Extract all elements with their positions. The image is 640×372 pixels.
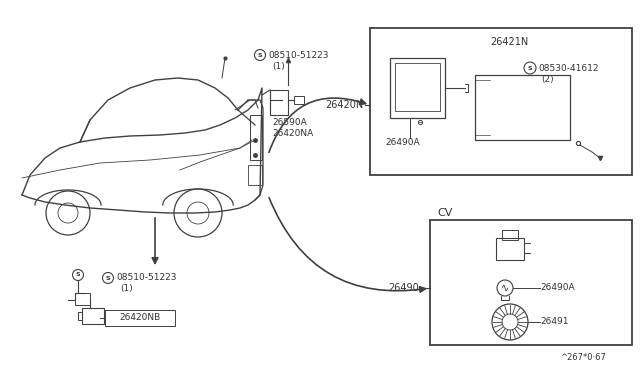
Bar — [294, 96, 304, 104]
Bar — [475, 75, 570, 140]
Bar — [390, 58, 445, 118]
Bar — [270, 90, 288, 115]
Text: 26590A: 26590A — [272, 118, 307, 126]
Text: CV: CV — [437, 208, 452, 218]
Text: 08530-41612: 08530-41612 — [538, 64, 598, 73]
Text: (1): (1) — [272, 61, 285, 71]
Bar — [496, 238, 524, 260]
Text: ^267*0·67: ^267*0·67 — [560, 353, 606, 362]
Text: 26490: 26490 — [388, 283, 419, 293]
Text: 26490A: 26490A — [540, 283, 575, 292]
Text: S: S — [76, 273, 80, 278]
FancyArrowPatch shape — [269, 198, 426, 292]
Bar — [502, 230, 518, 240]
Text: (1): (1) — [120, 285, 132, 294]
Bar — [395, 63, 440, 111]
Bar — [430, 220, 632, 345]
Bar — [250, 115, 262, 160]
FancyArrowPatch shape — [269, 98, 365, 153]
Bar — [105, 310, 175, 326]
Text: 08510-51223: 08510-51223 — [268, 51, 328, 60]
Text: 08510-51223: 08510-51223 — [116, 273, 177, 282]
Text: 26420N: 26420N — [325, 100, 364, 110]
Text: S: S — [258, 52, 262, 58]
Text: 26420NA: 26420NA — [272, 128, 313, 138]
Bar — [82, 308, 104, 324]
Text: S: S — [106, 276, 110, 280]
Text: (2): (2) — [541, 74, 554, 83]
Bar — [370, 28, 632, 175]
Text: 26421N: 26421N — [490, 37, 528, 47]
Text: 26491: 26491 — [540, 317, 568, 327]
Text: S: S — [528, 65, 532, 71]
Text: 26490A: 26490A — [385, 138, 420, 147]
Text: 26420NB: 26420NB — [120, 314, 161, 323]
Bar — [248, 165, 262, 185]
Bar — [75, 293, 90, 305]
